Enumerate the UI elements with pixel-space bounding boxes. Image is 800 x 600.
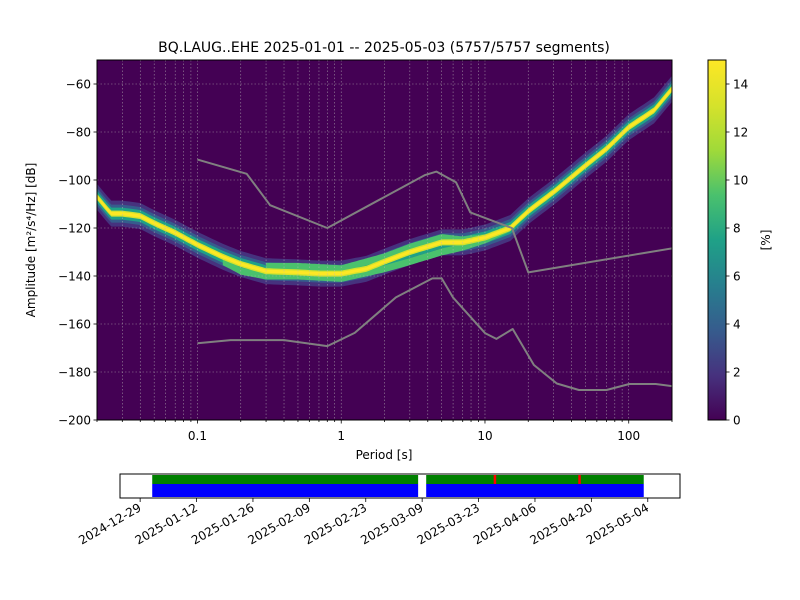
gap-marker [493,475,497,484]
colorbar-tick-label: 6 [733,270,741,284]
y-tick-label: −60 [66,78,91,92]
timeline-axis: 2024-12-292025-01-122025-01-262025-02-09… [76,498,651,547]
y-axis-label: Amplitude [m²/s⁴/Hz] [dB] [24,163,38,318]
psd-segment-bar [152,475,419,484]
y-tick-label: −160 [58,318,91,332]
timeline-tick-label: 2025-04-06 [471,500,538,547]
heatmap-panel: 0.1 1 10 100 −200 −180 −160 −140 −120 −100 −80 −60… [24,59,673,462]
timeline-tick-label: 2025-03-09 [358,500,425,547]
timeline-tick-label: 2025-02-09 [245,500,312,547]
reference-low-curve [197,277,672,391]
timeline-tick-label: 2024-12-29 [76,500,143,547]
colorbar-ticks: 0 2 4 6 8 10 12 14 [726,78,748,428]
y-tick-label: −180 [58,366,91,380]
colorbar: 0 2 4 6 8 10 12 14 [%] [707,59,773,428]
x-tick-label: 0.1 [188,429,207,443]
x-tick-label: 1 [337,429,345,443]
y-tick-label: −100 [58,174,91,188]
timeline-tick-label: 2025-02-23 [302,500,369,547]
gap-marker [578,475,581,484]
y-tick-label: −80 [66,126,91,140]
x-tick-label: 100 [617,429,640,443]
timeline-tick-label: 2025-01-26 [189,500,256,547]
chart-title: BQ.LAUG..EHE 2025-01-01 -- 2025-05-03 (5… [158,40,610,56]
reference-high-curve [197,158,672,274]
x-tick-label: 10 [477,429,492,443]
y-tick-label: −120 [58,222,91,236]
timeline-panel: 2024-12-292025-01-122025-01-262025-02-09… [76,473,681,547]
data-available-bar [426,484,644,497]
timeline-tick-label: 2025-05-04 [584,500,651,547]
y-tick-label: −200 [58,414,91,428]
colorbar-gradient [707,59,727,421]
density-band-upper-branch [266,225,509,273]
colorbar-label: [%] [759,230,773,251]
colorbar-tick-label: 12 [733,126,748,140]
grid-layer [97,60,672,420]
timeline-bars [152,475,644,497]
x-axis: 0.1 1 10 100 [96,420,673,443]
colorbar-tick-label: 4 [733,318,741,332]
colorbar-tick-label: 0 [733,414,741,428]
density-band-mid [97,79,672,283]
timeline-tick-label: 2025-03-23 [415,500,482,547]
reference-layer [197,158,672,391]
timeline-tick-label: 2025-01-12 [133,500,200,547]
y-axis: −200 −180 −160 −140 −120 −100 −80 −60 [58,78,97,428]
colorbar-tick-label: 14 [733,78,748,92]
data-available-bar [152,484,419,497]
x-axis-label: Period [s] [356,448,413,462]
colorbar-tick-label: 8 [733,222,741,236]
colorbar-tick-label: 2 [733,366,741,380]
timeline-tick-label: 2025-04-20 [527,500,594,547]
colorbar-tick-label: 10 [733,174,748,188]
psd-segment-bar [426,475,644,484]
y-tick-label: −140 [58,270,91,284]
